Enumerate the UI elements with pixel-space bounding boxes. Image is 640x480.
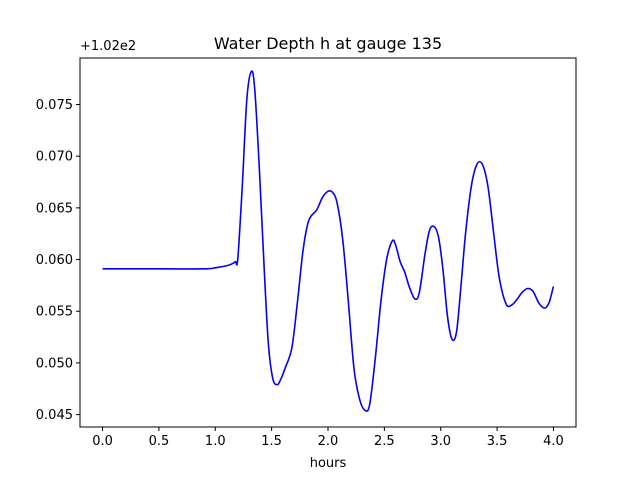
x-tick-label: 2.0: [318, 434, 339, 449]
y-tick-label: 0.055: [36, 305, 73, 320]
y-tick-label: 0.060: [36, 253, 73, 268]
plot-area-frame: [79, 57, 577, 428]
x-tick-label: 0.0: [92, 434, 113, 449]
x-tick-label: 3.0: [430, 434, 451, 449]
x-axis-ticks: 0.0 0.5 1.0 1.5 2.0 2.5 3.0 3.5 4.0: [92, 427, 564, 449]
series-line-water-depth: [102, 70, 555, 412]
y-tick-label: 0.070: [36, 150, 73, 165]
x-tick-label: 2.5: [374, 434, 395, 449]
x-axis-label: hours: [310, 456, 347, 471]
x-tick-label: 4.0: [543, 434, 564, 449]
x-tick-label: 1.0: [205, 434, 226, 449]
y-tick-label: 0.050: [36, 356, 73, 371]
y-offset-label: +1.02e2: [80, 39, 136, 54]
chart-title: Water Depth h at gauge 135: [214, 34, 442, 53]
y-tick-label: 0.045: [36, 408, 73, 423]
y-tick-label: 0.075: [36, 98, 73, 113]
x-tick-label: 1.5: [261, 434, 282, 449]
y-axis-ticks: 0.045 0.050 0.055 0.060 0.065 0.070 0.075: [36, 98, 80, 423]
x-tick-label: 0.5: [149, 434, 170, 449]
y-tick-label: 0.065: [36, 201, 73, 216]
x-tick-label: 3.5: [487, 434, 508, 449]
